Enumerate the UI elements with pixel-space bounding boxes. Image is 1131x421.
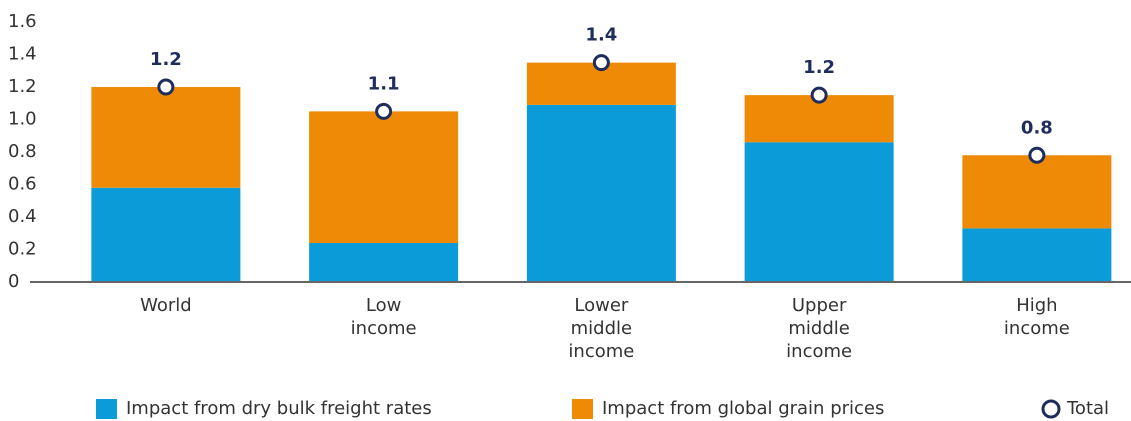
x-tick-label: middle	[788, 318, 849, 339]
y-tick-label: 1.6	[8, 11, 37, 32]
legend-label: Impact from global grain prices	[602, 398, 884, 419]
x-tick-label: income	[1004, 318, 1070, 339]
x-tick-label: middle	[571, 318, 632, 339]
bar-segment	[526, 104, 676, 282]
y-tick-label: 1.0	[8, 109, 37, 130]
bar-segment	[309, 243, 459, 282]
y-tick-label: 0.2	[8, 239, 37, 260]
bar-segment	[91, 187, 241, 282]
data-label: 1.4	[585, 25, 617, 46]
bar-segment	[962, 228, 1112, 282]
legend-swatch	[96, 399, 117, 419]
data-label: 0.8	[1021, 117, 1053, 138]
total-marker	[1028, 146, 1046, 164]
y-tick-label: 0.6	[8, 174, 37, 195]
x-tick-label: income	[351, 318, 417, 339]
bar-segment	[309, 111, 459, 243]
data-label: 1.1	[368, 73, 400, 94]
x-tick-label: Lower	[574, 295, 629, 316]
x-tick-label: income	[786, 341, 852, 362]
legend-swatch	[572, 399, 593, 419]
total-marker	[810, 86, 828, 104]
legend-label: Impact from dry bulk freight rates	[126, 398, 432, 419]
total-marker	[157, 78, 175, 96]
legend-swatch	[1041, 399, 1061, 419]
bar-segment	[744, 142, 894, 282]
bar-segment	[962, 155, 1112, 229]
x-tick-label: Low	[366, 295, 401, 316]
legend-label: Total	[1066, 398, 1109, 419]
bar-segment	[91, 87, 241, 188]
y-tick-label: 0.8	[8, 141, 37, 162]
y-tick-label: 1.2	[8, 76, 37, 97]
x-tick-label: income	[568, 341, 634, 362]
y-tick-label: 1.4	[8, 44, 37, 65]
data-label: 1.2	[803, 57, 835, 78]
x-tick-label: World	[140, 295, 192, 316]
x-tick-label: High	[1016, 295, 1057, 316]
y-tick-label: 0	[8, 271, 19, 292]
total-marker	[592, 54, 610, 72]
total-marker	[375, 102, 393, 120]
data-label: 1.2	[150, 49, 182, 70]
y-tick-label: 0.4	[8, 206, 37, 227]
x-tick-label: Upper	[792, 295, 847, 316]
